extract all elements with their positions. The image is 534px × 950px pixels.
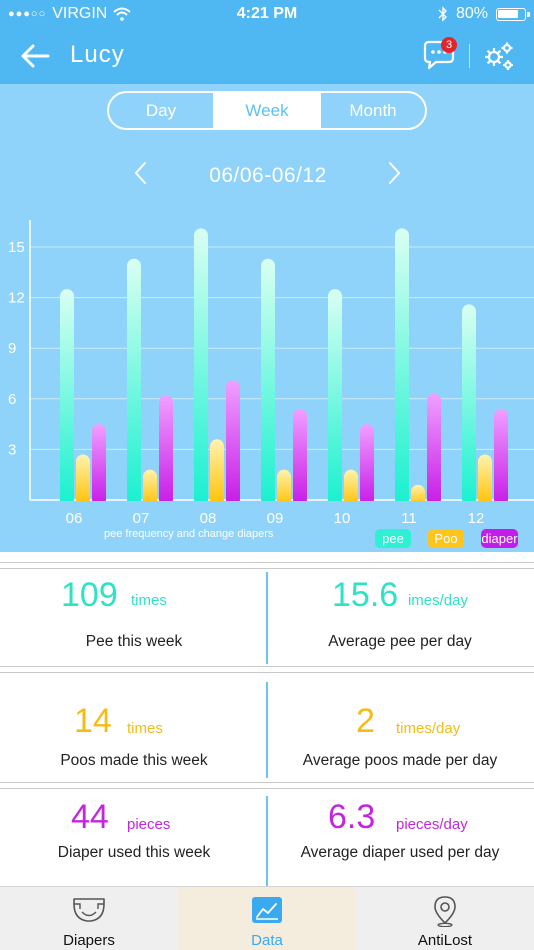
- wifi-icon: [113, 7, 132, 21]
- tab-label: AntiLost: [417, 932, 473, 949]
- x-tick-label: 08: [200, 510, 217, 527]
- x-tick-label: 10: [334, 510, 351, 527]
- carrier-name: VIRGIN: [52, 5, 108, 22]
- y-tick-label: 6: [8, 391, 16, 408]
- bottom-tab-bar: Diapers Data AntiLost: [0, 886, 534, 950]
- stat-value: 15.6: [332, 576, 399, 614]
- bar-poo: [210, 439, 224, 506]
- y-tick-label: 15: [8, 239, 25, 256]
- battery-icon: [496, 7, 530, 21]
- tab-data[interactable]: Data: [178, 887, 356, 950]
- diaper-icon: [73, 898, 105, 922]
- x-tick-label: 07: [133, 510, 150, 527]
- legend-pee: pee: [375, 529, 411, 548]
- stat-label: Average poos made per day: [302, 752, 498, 769]
- chevron-left-icon[interactable]: [129, 160, 153, 186]
- bar-poo: [344, 469, 358, 506]
- legend-poo: Poo: [428, 529, 464, 548]
- bar-diaper: [159, 395, 173, 506]
- stat-unit: times/day: [396, 720, 461, 737]
- weekly-bar-chart: 3 6 9 12 15 06 07 08 09 10 11 12: [8, 220, 534, 527]
- y-tick-label: 3: [8, 441, 16, 458]
- bar-diaper: [494, 408, 508, 506]
- date-range-label: 06/06-06/12: [209, 164, 327, 187]
- legend-diaper: diaper: [481, 529, 518, 548]
- baseline-mask: [31, 501, 534, 509]
- bar-diaper: [92, 424, 106, 506]
- bar-pee: [328, 289, 342, 506]
- tab-label: Diapers: [63, 932, 115, 949]
- page-title: Lucy: [70, 41, 125, 68]
- stat-label: Poos made this week: [60, 752, 208, 769]
- stat-value: 2: [356, 702, 375, 740]
- status-time: 4:21 PM: [236, 5, 298, 22]
- bar-pee: [60, 289, 74, 506]
- bar-diaper: [226, 380, 240, 506]
- bar-poo: [76, 454, 90, 506]
- data-panel: ●●●○○ VIRGIN 4:21 PM 80% Lucy: [0, 0, 534, 552]
- stat-value: 109: [61, 576, 118, 614]
- tab-diapers[interactable]: Diapers: [0, 887, 178, 950]
- tab-month[interactable]: Month: [319, 93, 425, 128]
- nav-bar: Lucy 3: [0, 28, 534, 84]
- stat-unit: times: [131, 592, 167, 609]
- x-tick-label: 11: [401, 510, 417, 527]
- bar-poo: [277, 469, 291, 506]
- tab-label: Data: [251, 932, 283, 949]
- status-right: 80%: [438, 5, 530, 23]
- settings-gears-icon[interactable]: [480, 39, 516, 73]
- bluetooth-icon: [438, 6, 447, 22]
- stats-divider: [0, 666, 534, 673]
- bar-diaper: [360, 424, 374, 506]
- signal-dots-icon: ●●●○○: [8, 8, 47, 20]
- stat-label: Diaper used this week: [57, 844, 211, 861]
- bar-pee: [395, 228, 409, 507]
- tab-antilost[interactable]: AntiLost: [356, 887, 534, 950]
- stat-unit: pieces/day: [396, 816, 468, 833]
- chevron-right-icon[interactable]: [382, 160, 406, 186]
- stats-divider: [0, 782, 534, 789]
- tab-day[interactable]: Day: [145, 101, 177, 120]
- tab-week[interactable]: Week: [213, 93, 319, 128]
- stats-vertical-divider: [266, 572, 268, 664]
- y-tick-label: 12: [8, 290, 25, 307]
- stats-vertical-divider: [266, 682, 268, 778]
- carrier-area: ●●●○○ VIRGIN: [8, 5, 132, 23]
- stat-label: Average diaper used per day: [300, 844, 500, 861]
- bar-diaper: [293, 408, 307, 506]
- stat-value: 44: [71, 798, 109, 836]
- x-tick-label: 06: [66, 510, 83, 527]
- bar-poo: [478, 454, 492, 506]
- battery-percent: 80%: [455, 5, 488, 22]
- stat-unit: pieces: [127, 816, 171, 833]
- stat-unit: times/day: [408, 592, 468, 609]
- nav-divider: [469, 44, 470, 68]
- status-bar: ●●●○○ VIRGIN 4:21 PM 80%: [0, 0, 534, 28]
- bar-diaper: [427, 393, 441, 506]
- bar-pee: [194, 228, 208, 507]
- bar-poo: [143, 469, 157, 506]
- stat-unit: times: [127, 720, 163, 737]
- stat-value: 14: [74, 702, 112, 740]
- back-arrow-icon[interactable]: [18, 40, 52, 72]
- stat-label: Average pee per day: [328, 633, 472, 650]
- x-tick-label: 09: [267, 510, 284, 527]
- stat-value: 6.3: [328, 798, 376, 836]
- y-tick-label: 9: [8, 340, 16, 357]
- bar-pee: [261, 258, 275, 506]
- chart-x-axis-label: pee frequency and change diapers: [104, 528, 274, 540]
- x-tick-label: 12: [468, 510, 485, 527]
- bar-poo: [411, 484, 425, 506]
- chart-icon: [252, 897, 282, 923]
- location-pin-icon: [434, 896, 456, 927]
- stat-label: Pee this week: [85, 633, 183, 650]
- message-badge: 3: [441, 37, 457, 53]
- stats-divider: [0, 562, 534, 569]
- bar-pee: [462, 304, 476, 506]
- range-segmented-control: Day Week Month: [107, 91, 427, 130]
- bar-pee: [127, 258, 141, 506]
- stats-vertical-divider: [266, 796, 268, 886]
